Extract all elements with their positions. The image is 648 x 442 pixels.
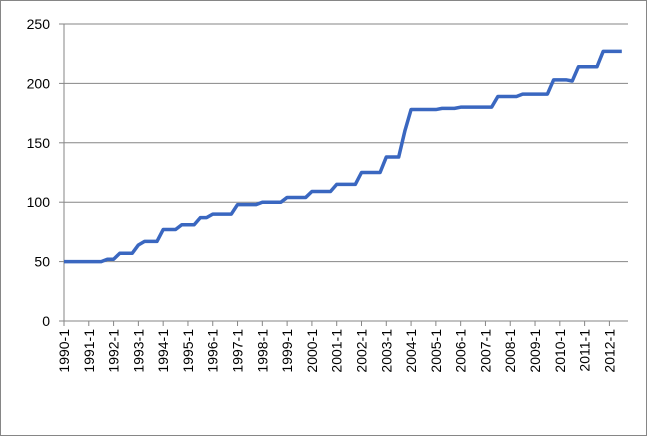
x-tick-label: 1997-1	[230, 329, 246, 373]
x-tick-label: 1991-1	[81, 329, 97, 373]
x-tick-label: 2005-1	[428, 329, 444, 373]
x-tick-label: 2010-1	[552, 329, 568, 373]
x-tick-label: 1995-1	[180, 329, 196, 373]
x-tick-label: 2008-1	[502, 329, 518, 373]
x-tick-label: 2009-1	[527, 329, 543, 373]
x-tick-label: 2011-1	[577, 329, 593, 372]
x-tick-label: 1996-1	[205, 329, 221, 373]
y-tick-label: 0	[42, 313, 50, 329]
x-tick-label: 1992-1	[106, 329, 122, 373]
x-tick-label: 2000-1	[304, 329, 320, 373]
x-tick-label: 1998-1	[254, 329, 270, 373]
x-tick-label: 1993-1	[130, 329, 146, 373]
line	[64, 49, 622, 264]
x-tick-label: 1990-1	[56, 329, 72, 373]
x-tick-label: 2007-1	[477, 329, 493, 373]
x-tick-label: 1999-1	[279, 329, 295, 373]
y-tick-label: 250	[27, 16, 51, 32]
y-tick-label: 50	[34, 254, 50, 270]
x-tick-label: 2012-1	[601, 329, 617, 373]
y-tick-label: 150	[27, 135, 51, 151]
x-tick-label: 2003-1	[378, 329, 394, 373]
x-tick-label: 1994-1	[155, 329, 171, 373]
y-tick-label: 200	[27, 75, 51, 91]
x-tick-label: 2001-1	[329, 329, 345, 373]
y-tick-label: 100	[27, 194, 51, 210]
x-tick-label: 2004-1	[403, 329, 419, 373]
x-tick-label: 2006-1	[453, 329, 469, 373]
x-tick-label: 2002-1	[353, 329, 369, 373]
